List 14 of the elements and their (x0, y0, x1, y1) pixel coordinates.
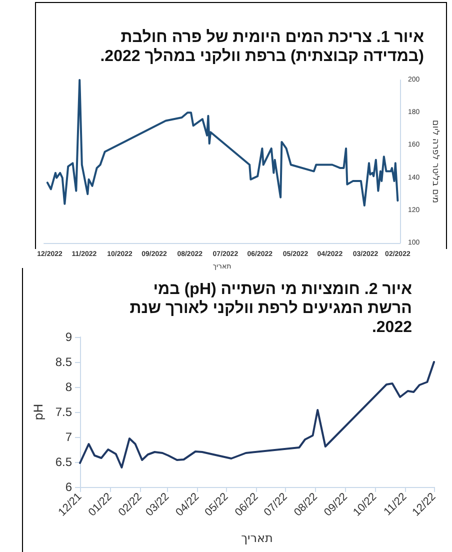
x-axis-title: תאריך (241, 531, 273, 545)
y-tick-label: 7.5 (55, 405, 72, 419)
y-tick-label: 9 (65, 330, 72, 344)
y-axis-title: מים בליטר לפרה ליום (430, 120, 440, 204)
y-tick-label: 8 (65, 380, 72, 394)
y-tick-label: 6.5 (55, 455, 72, 469)
y-tick-label: 6 (65, 480, 72, 494)
line-series (79, 361, 435, 468)
y-tick-label: 7 (65, 430, 72, 444)
chart-title: איור 2. חומציות מי השתייה (pH) במי הרשת המגיעים לרפת וולקני לאורך שנת 2022. (128, 280, 412, 337)
chart-title: איור 1. צריכת המים היומית של פרה חולבת (במדידה קבוצתית) ברפת וולקני במהלך 2022. (99, 28, 424, 66)
line-series (46, 79, 399, 207)
y-tick-label: 8.5 (55, 355, 72, 369)
y-axis-title: pH (31, 404, 46, 420)
